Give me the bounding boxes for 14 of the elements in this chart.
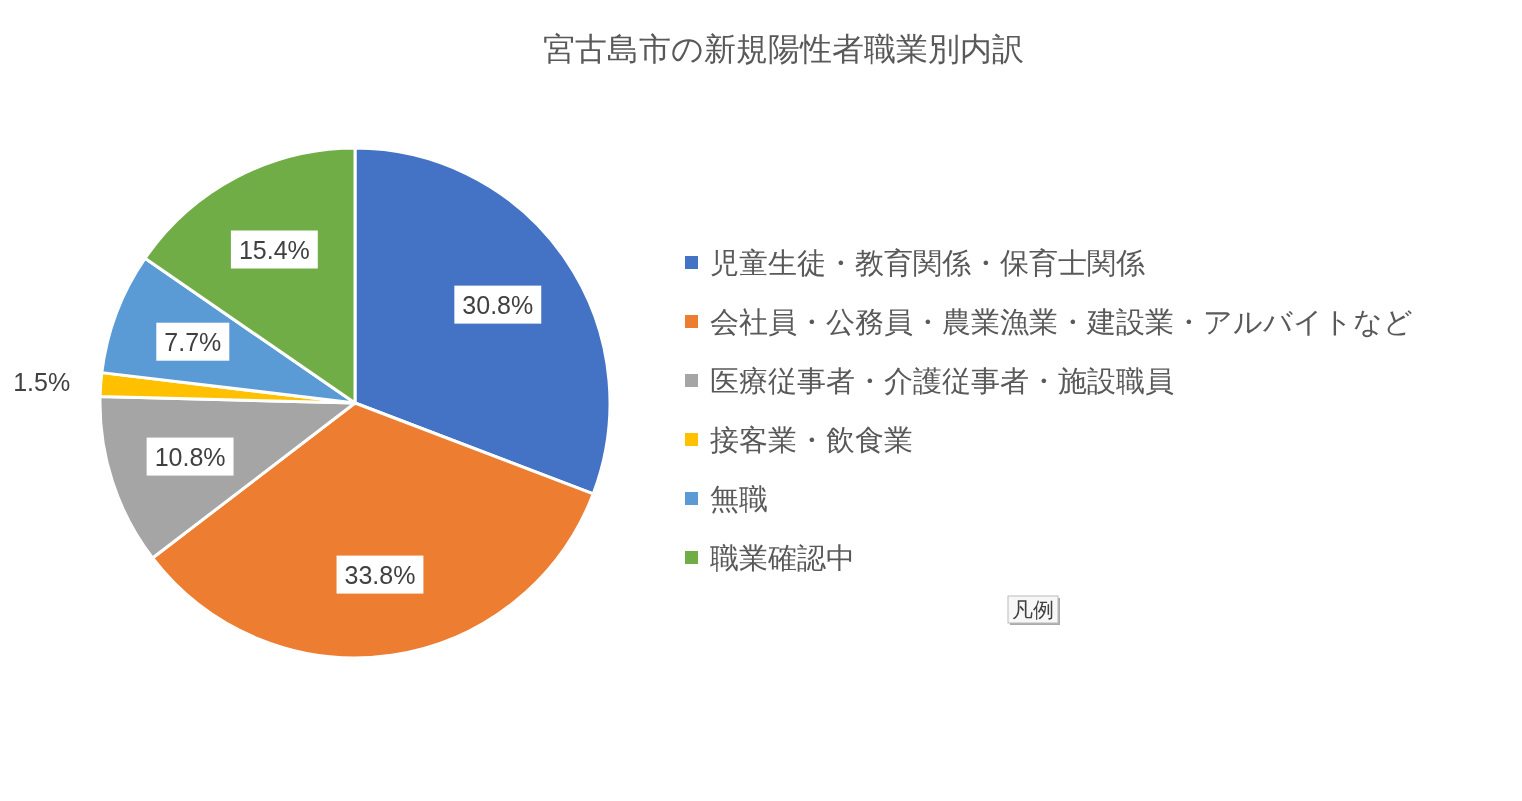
legend-label: 医療従事者・介護従事者・施設職員 [710, 365, 1174, 397]
legend-label: 児童生徒・教育関係・保育士関係 [710, 247, 1145, 279]
text: 凡例 [1012, 598, 1054, 621]
data-label: 10.8% [154, 442, 226, 471]
chart-title: 宮古島市の新規陽性者職業別内訳 [542, 31, 1024, 67]
data-label: 1.5% [13, 368, 71, 397]
data-label: 30.8% [462, 290, 534, 319]
legend-label: 接客業・飲食業 [710, 424, 913, 456]
legend-label: 会社員・公務員・農業漁業・建設業・アルバイトなど [710, 306, 1413, 338]
data-label: 15.4% [238, 235, 310, 264]
legend-label: 職業確認中 [710, 542, 855, 574]
legend-label: 無職 [710, 483, 768, 515]
data-label: 33.8% [344, 560, 416, 589]
data-label: 7.7% [164, 327, 222, 356]
